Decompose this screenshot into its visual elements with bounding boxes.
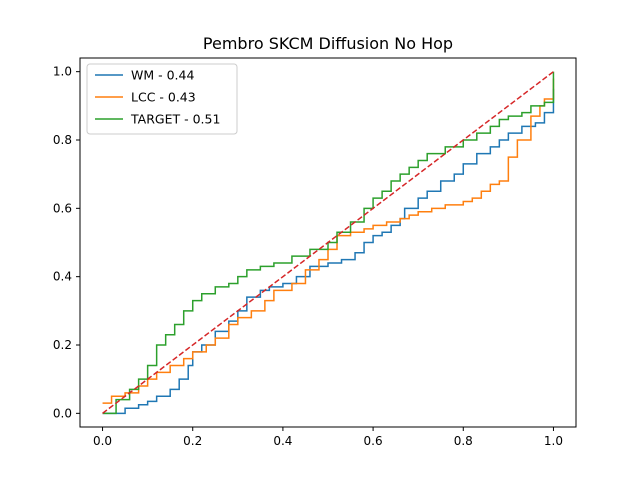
series-line-1 bbox=[102, 78, 555, 404]
x-tick-label: 0.4 bbox=[273, 434, 292, 448]
plot-area bbox=[79, 57, 577, 428]
x-tick-label: 0.2 bbox=[183, 434, 202, 448]
y-tick-label: 0.6 bbox=[53, 201, 72, 215]
y-tick-label: 0.4 bbox=[53, 270, 72, 284]
diagonal-reference-line bbox=[102, 71, 554, 414]
x-tick-label: 0.0 bbox=[93, 434, 112, 448]
series-line-0 bbox=[102, 88, 555, 415]
axes-frame bbox=[79, 57, 577, 428]
series-line-2 bbox=[102, 71, 555, 415]
chart-title: Pembro SKCM Diffusion No Hop bbox=[203, 34, 453, 53]
legend-label-0: WM - 0.44 bbox=[131, 68, 194, 83]
legend-box bbox=[86, 63, 238, 135]
y-tick-label: 1.0 bbox=[53, 65, 72, 79]
x-tick-label: 0.8 bbox=[454, 434, 473, 448]
y-tick-label: 0.8 bbox=[53, 133, 72, 147]
x-axis: 0.0 0.2 0.4 0.6 0.8 1.0 bbox=[93, 427, 563, 448]
legend-label-2: TARGET - 0.51 bbox=[130, 112, 220, 127]
y-tick-label: 0.2 bbox=[53, 338, 72, 352]
series-layer bbox=[102, 71, 555, 415]
x-tick-label: 0.6 bbox=[364, 434, 383, 448]
y-tick-label: 0.0 bbox=[53, 406, 72, 420]
y-axis: 0.0 0.2 0.4 0.6 0.8 1.0 bbox=[53, 65, 80, 420]
x-tick-label: 1.0 bbox=[544, 434, 563, 448]
legend: WM - 0.44 LCC - 0.43 TARGET - 0.51 bbox=[86, 63, 238, 135]
legend-label-1: LCC - 0.43 bbox=[131, 90, 196, 105]
